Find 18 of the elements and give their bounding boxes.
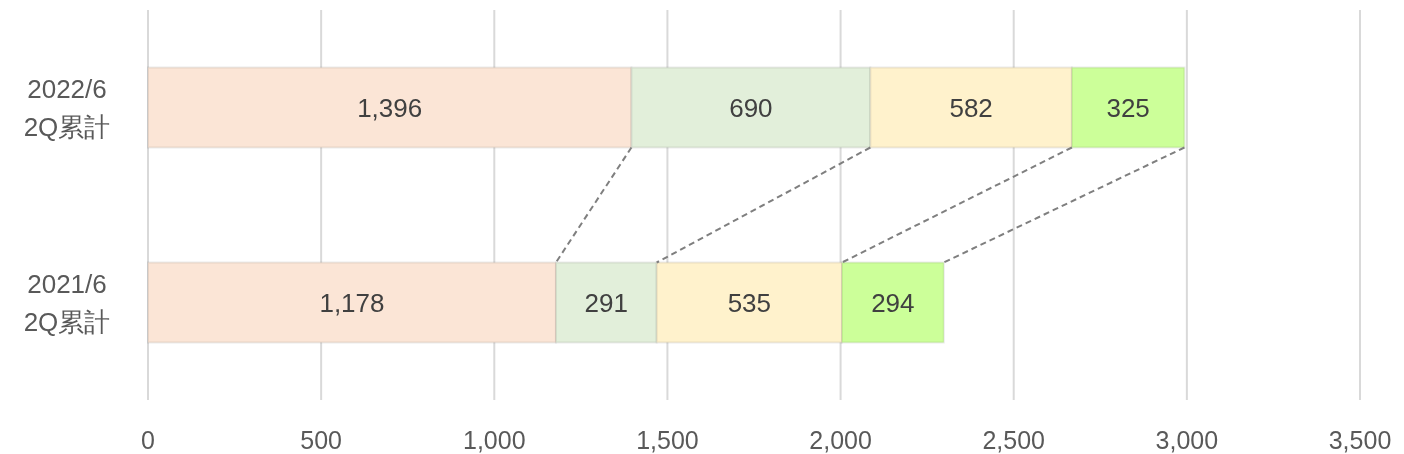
x-tick-label: 500 (300, 426, 342, 454)
x-tick-label: 1,500 (636, 426, 699, 454)
x-tick-label: 2,500 (982, 426, 1045, 454)
x-tick-label: 3,000 (1155, 426, 1219, 454)
x-tick-label: 3,500 (1328, 426, 1392, 454)
data-label: 535 (727, 287, 772, 318)
x-tick-label: 1,000 (463, 426, 526, 454)
data-label: 325 (1106, 92, 1150, 123)
data-label: 1,396 (357, 92, 423, 123)
data-label: 291 (584, 287, 628, 318)
y-tick-label: 2022/6 2Q累計 (23, 73, 111, 142)
x-tick-label: 0 (141, 426, 155, 454)
y-tick-label: 2021/6 2Q累計 (23, 268, 111, 337)
data-label: 1,178 (319, 287, 385, 318)
x-tick-label: 2,000 (809, 426, 872, 454)
data-label: 294 (871, 287, 915, 318)
data-label: 582 (949, 92, 993, 123)
data-label: 690 (729, 92, 773, 123)
